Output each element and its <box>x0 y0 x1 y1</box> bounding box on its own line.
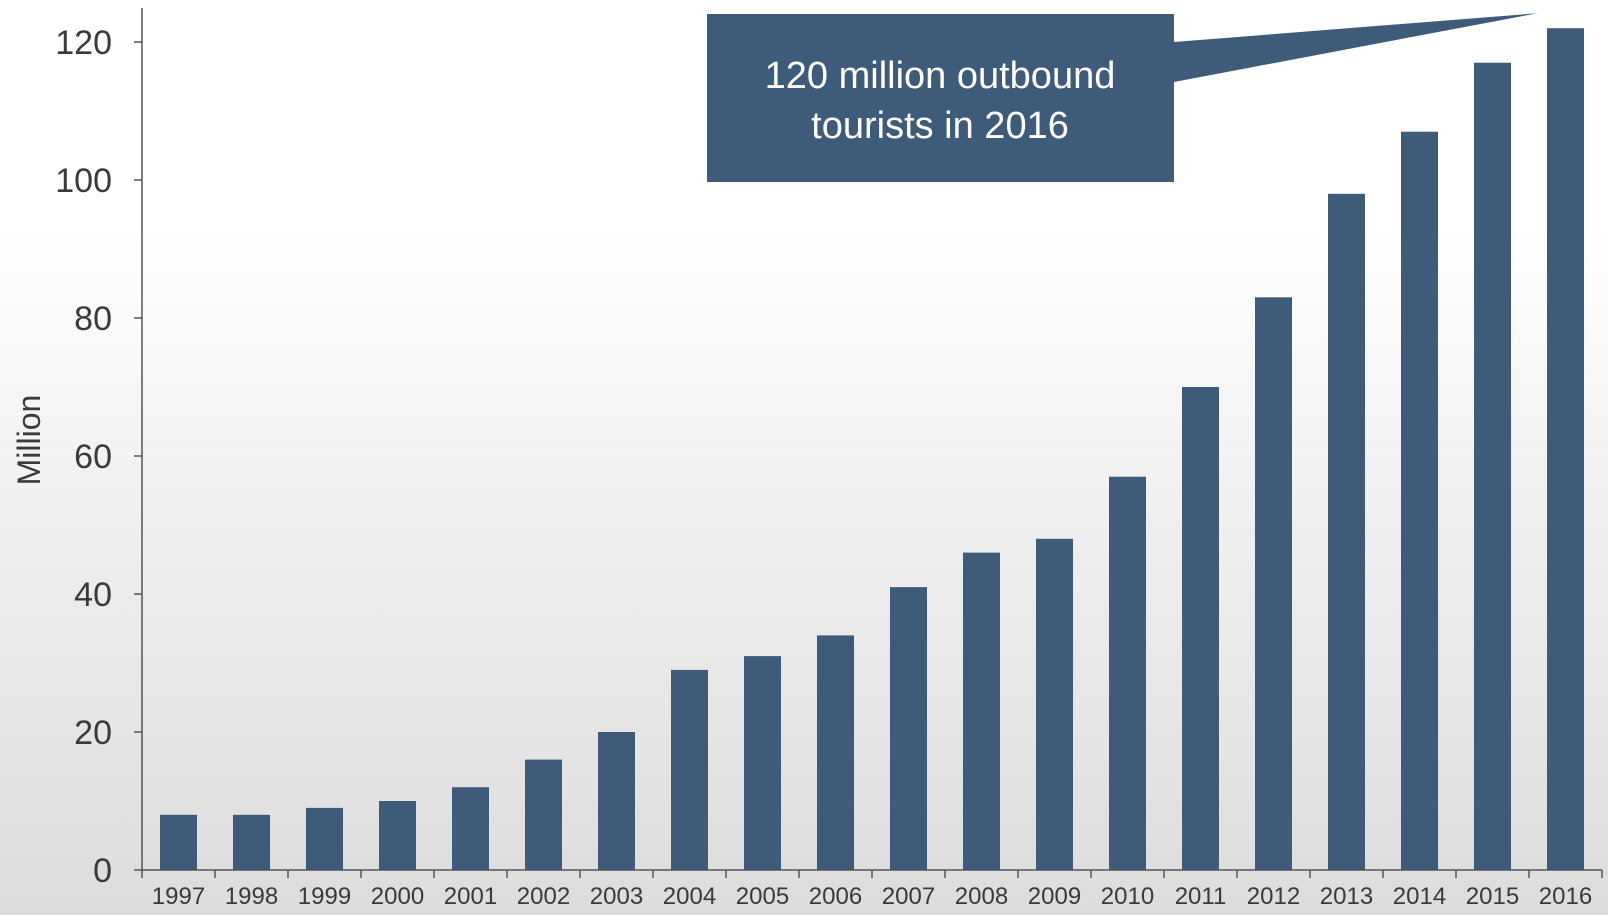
x-tick-label: 1999 <box>298 883 351 910</box>
bar-2008 <box>963 552 1000 870</box>
x-tick-label: 2003 <box>590 883 643 910</box>
x-tick-label: 2005 <box>736 883 789 910</box>
bar-2000 <box>379 801 416 870</box>
y-tick-label: 20 <box>74 714 112 752</box>
bar-1999 <box>306 807 343 870</box>
bars <box>160 28 1584 871</box>
bar-2013 <box>1328 193 1365 871</box>
y-tick-label: 40 <box>74 576 112 614</box>
y-tick-label: 0 <box>93 852 112 890</box>
y-tick-label: 80 <box>74 300 112 338</box>
bar-2006 <box>817 635 854 870</box>
callout-annotation: 120 million outbound tourists in 2016 <box>707 13 1538 182</box>
x-tick-label: 1998 <box>225 883 278 910</box>
x-tick-label: 2001 <box>444 883 497 910</box>
x-tick-label: 2014 <box>1393 883 1446 910</box>
x-tick-label: 2013 <box>1320 883 1373 910</box>
bar-2016 <box>1547 28 1584 870</box>
x-tick-label: 2010 <box>1101 883 1154 910</box>
x-tick-label: 2007 <box>882 883 935 910</box>
callout-text-line1: 120 million outbound <box>765 55 1116 97</box>
x-tick-label: 2011 <box>1175 883 1227 910</box>
x-tick-label: 2012 <box>1247 883 1300 910</box>
bar-2014 <box>1401 131 1438 870</box>
bar-2007 <box>890 587 927 870</box>
x-tick-label: 2015 <box>1466 883 1519 910</box>
bar-2005 <box>744 656 781 870</box>
bar-1998 <box>233 814 270 870</box>
callout-pointer <box>1174 13 1538 83</box>
bar-2010 <box>1109 476 1146 870</box>
bar-2011 <box>1182 387 1219 870</box>
callout-box <box>707 14 1174 182</box>
x-tick-label: 2004 <box>663 883 716 910</box>
bar-2009 <box>1036 538 1073 870</box>
x-tick-label: 2016 <box>1539 883 1592 910</box>
bar-2002 <box>525 759 562 870</box>
y-tick-label: 60 <box>74 438 112 476</box>
bar-2003 <box>598 732 635 870</box>
callout-text-line2: tourists in 2016 <box>811 105 1069 147</box>
x-tick-label: 2002 <box>517 883 570 910</box>
bar-2001 <box>452 787 489 870</box>
x-tick-label: 2008 <box>955 883 1008 910</box>
bar-2004 <box>671 669 708 870</box>
bar-2015 <box>1474 62 1511 870</box>
x-tick-label: 2006 <box>809 883 862 910</box>
y-axis: 0 20 40 60 80 100 120 <box>55 8 143 890</box>
y-axis-title: Million <box>11 395 47 486</box>
x-tick-label: 2009 <box>1028 883 1081 910</box>
x-tick-label: 1997 <box>152 883 205 910</box>
y-tick-label: 100 <box>55 162 112 200</box>
bar-2012 <box>1255 297 1292 870</box>
y-tick-label: 120 <box>55 24 112 62</box>
x-tick-label: 2000 <box>371 883 424 910</box>
x-axis: 1997 1998 1999 2000 2001 2002 2003 2004 2005 2006… <box>141 869 1603 910</box>
bar-1997 <box>160 814 197 870</box>
